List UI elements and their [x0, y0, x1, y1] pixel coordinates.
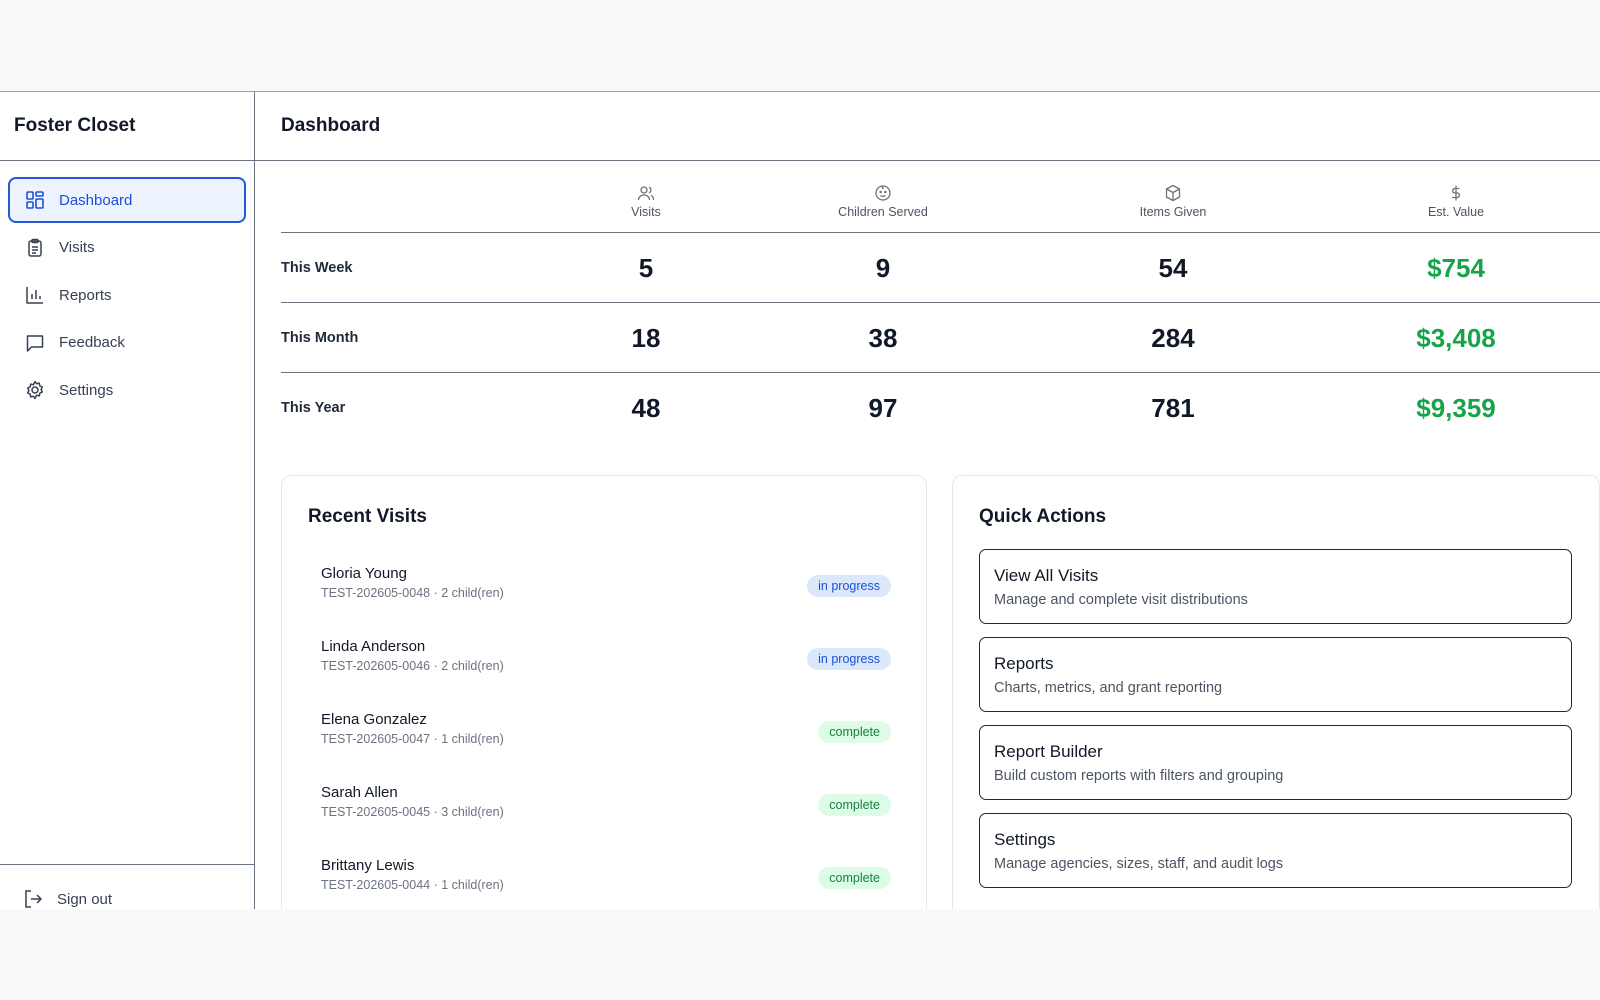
stat-value: $754 [1427, 252, 1485, 283]
stat-children: 38 [868, 322, 898, 353]
sidebar-item-feedback[interactable]: Feedback [8, 320, 246, 366]
quick-action-title: View All Visits [994, 566, 1099, 585]
stats-col-value: Est. Value [1376, 184, 1536, 219]
quick-actions-title: Quick Actions [979, 506, 1107, 527]
stat-items: 284 [1151, 322, 1195, 353]
visit-meta: TEST-202605-0047 · 1 child(ren) [321, 732, 504, 746]
package-icon [1164, 184, 1182, 202]
quick-action-desc: Manage agencies, sizes, staff, and audit… [994, 856, 1284, 872]
stats-row-label: This Week [281, 260, 353, 276]
stats-col-label: Items Given [1139, 205, 1207, 219]
list-item[interactable]: Brittany Lewis TEST-202605-0044 · 1 chil… [321, 857, 891, 907]
quick-action-desc: Build custom reports with filters and gr… [994, 768, 1284, 784]
stats-header-row: Visits Children Served Items Given [281, 180, 1600, 233]
main-content: Dashboard Visits Children Served [255, 92, 1600, 909]
status-badge: complete [818, 867, 891, 889]
stats-row-month: This Month 18 38 284 $3,408 [281, 303, 1600, 373]
visit-meta: TEST-202605-0046 · 2 child(ren) [321, 659, 504, 673]
stats-row-label: This Month [281, 330, 359, 346]
sidebar-item-dashboard[interactable]: Dashboard [8, 177, 246, 223]
sign-out-button[interactable]: Sign out [23, 889, 112, 909]
status-badge: complete [818, 721, 891, 743]
quick-action-title: Reports [994, 654, 1054, 673]
stat-value: $3,408 [1416, 322, 1496, 353]
clipboard-icon [25, 238, 45, 258]
list-item[interactable]: Sarah Allen TEST-202605-0045 · 3 child(r… [321, 784, 891, 834]
settings-button[interactable]: Settings Manage agencies, sizes, staff, … [979, 813, 1572, 888]
visit-name: Elena Gonzalez [321, 711, 427, 728]
report-builder-button[interactable]: Report Builder Build custom reports with… [979, 725, 1572, 800]
brand-title: Foster Closet [0, 92, 254, 161]
sidebar-item-visits[interactable]: Visits [8, 225, 246, 271]
stat-items: 54 [1158, 252, 1188, 283]
status-badge: complete [818, 794, 891, 816]
dollar-icon [1447, 184, 1465, 202]
sidebar-item-settings[interactable]: Settings [8, 367, 246, 413]
stats-col-label: Visits [631, 205, 661, 219]
visit-name: Linda Anderson [321, 638, 426, 655]
stat-visits: 48 [631, 392, 661, 423]
list-item[interactable]: Linda Anderson TEST-202605-0046 · 2 chil… [321, 638, 891, 688]
stats-row-year: This Year 48 97 781 $9,359 [281, 373, 1600, 443]
stat-children: 97 [868, 392, 898, 423]
status-badge: in progress [807, 648, 891, 670]
list-item[interactable]: Elena Gonzalez TEST-202605-0047 · 1 chil… [321, 711, 891, 761]
stats-row-label: This Year [281, 400, 346, 416]
sidebar-footer: Sign out [0, 864, 254, 909]
users-icon [637, 184, 655, 202]
status-badge: in progress [807, 575, 891, 597]
list-item[interactable]: Gloria Young TEST-202605-0048 · 2 child(… [321, 565, 891, 615]
visit-meta: TEST-202605-0048 · 2 child(ren) [321, 586, 504, 600]
visit-name: Sarah Allen [321, 784, 398, 801]
visit-meta: TEST-202605-0044 · 1 child(ren) [321, 878, 504, 892]
stats-table: Visits Children Served Items Given [281, 180, 1600, 443]
quick-action-title: Settings [994, 830, 1056, 849]
dashboard-grid-icon [25, 190, 45, 210]
stat-visits: 18 [631, 322, 661, 353]
stat-children: 9 [875, 252, 891, 283]
sidebar-item-label: Feedback [59, 334, 125, 351]
sidebar-item-reports[interactable]: Reports [8, 272, 246, 318]
sidebar-item-label: Reports [59, 286, 112, 304]
sidebar-item-label: Dashboard [59, 191, 133, 209]
stats-col-label: Children Served [838, 205, 928, 219]
stats-col-items: Items Given [1093, 184, 1253, 219]
bar-chart-icon [25, 285, 45, 305]
stats-row-week: This Week 5 9 54 $754 [281, 233, 1600, 303]
app-window: Foster Closet Dashboard Visits Reports [0, 91, 1600, 909]
baby-face-icon [874, 184, 892, 202]
sign-out-label: Sign out [57, 890, 113, 908]
page-title: Dashboard [255, 92, 1600, 161]
quick-actions-card: Quick Actions View All Visits Manage and… [952, 475, 1600, 909]
stat-items: 781 [1151, 392, 1195, 423]
quick-action-desc: Manage and complete visit distributions [994, 592, 1248, 608]
reports-button[interactable]: Reports Charts, metrics, and grant repor… [979, 637, 1572, 712]
sidebar-nav: Dashboard Visits Reports Feedback [0, 161, 254, 413]
recent-visits-title: Recent Visits [308, 506, 427, 527]
gear-icon [25, 380, 45, 400]
sidebar: Foster Closet Dashboard Visits Reports [0, 92, 255, 909]
sidebar-item-label: Visits [59, 239, 95, 256]
quick-action-title: Report Builder [994, 742, 1103, 761]
visit-meta: TEST-202605-0045 · 3 child(ren) [321, 805, 504, 819]
stat-value: $9,359 [1416, 392, 1496, 423]
stats-col-label: Est. Value [1427, 205, 1485, 219]
visit-name: Brittany Lewis [321, 857, 415, 874]
visit-name: Gloria Young [321, 565, 407, 582]
log-out-icon [23, 889, 43, 909]
message-icon [25, 333, 45, 353]
quick-action-desc: Charts, metrics, and grant reporting [994, 680, 1223, 696]
view-all-visits-button[interactable]: View All Visits Manage and complete visi… [979, 549, 1572, 624]
stats-col-visits: Visits [566, 184, 726, 219]
recent-visits-card: Recent Visits Gloria Young TEST-202605-0… [281, 475, 927, 909]
sidebar-item-label: Settings [59, 381, 114, 399]
stats-col-children: Children Served [803, 184, 963, 219]
stat-visits: 5 [638, 252, 654, 283]
